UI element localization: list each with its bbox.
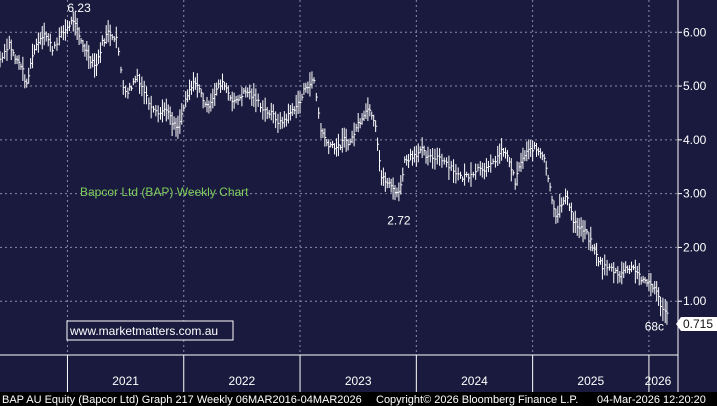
x-tick-label: 2024 [461,374,488,388]
grid-lines [0,0,678,355]
plot-area [0,0,678,355]
x-tick-label: 2023 [345,374,372,388]
y-tick-label: 5.00 [683,79,707,93]
last-value-label: 0.715 [683,317,713,331]
annotation-label: 68c [645,319,664,333]
y-tick-label: 6.00 [683,25,707,39]
x-axis: 2021 2022 2023 2024 2025 2026 [0,354,717,392]
y-tick-label: 1.00 [683,294,707,308]
annotation-label: 2.72 [387,214,411,228]
footer-copyright: Copyright© 2026 Bloomberg Finance L.P. [376,394,578,406]
footer-left: BAP AU Equity (Bapcor Ltd) Graph 217 Wee… [2,394,362,406]
chart-title: Bapcor Ltd (BAP) Weekly Chart [80,185,249,199]
last-value-badge: 0.715 [676,317,717,331]
footer-bar: BAP AU Equity (Bapcor Ltd) Graph 217 Wee… [0,392,717,406]
y-tick-label: 2.00 [683,240,707,254]
y-tick-label: 3.00 [683,187,707,201]
x-tick-label: 2025 [577,374,604,388]
x-tick-label: 2026 [645,374,672,388]
price-series [0,11,669,325]
x-tick-label: 2022 [229,374,256,388]
annotations: 6.23 2.72 68c [67,1,664,334]
watermark-text: www.marketmatters.com.au [69,324,218,338]
x-axis-band-bg [0,355,717,392]
watermark-box [66,320,234,341]
footer-timestamp: 04-Mar-2026 12:20:20 [597,394,706,406]
y-axis: 6.00 5.00 4.00 3.00 2.00 1.00 [677,0,707,355]
y-tick-label: 4.00 [683,133,707,147]
x-tick-label: 2021 [112,374,139,388]
annotation-label: 6.23 [67,1,91,15]
